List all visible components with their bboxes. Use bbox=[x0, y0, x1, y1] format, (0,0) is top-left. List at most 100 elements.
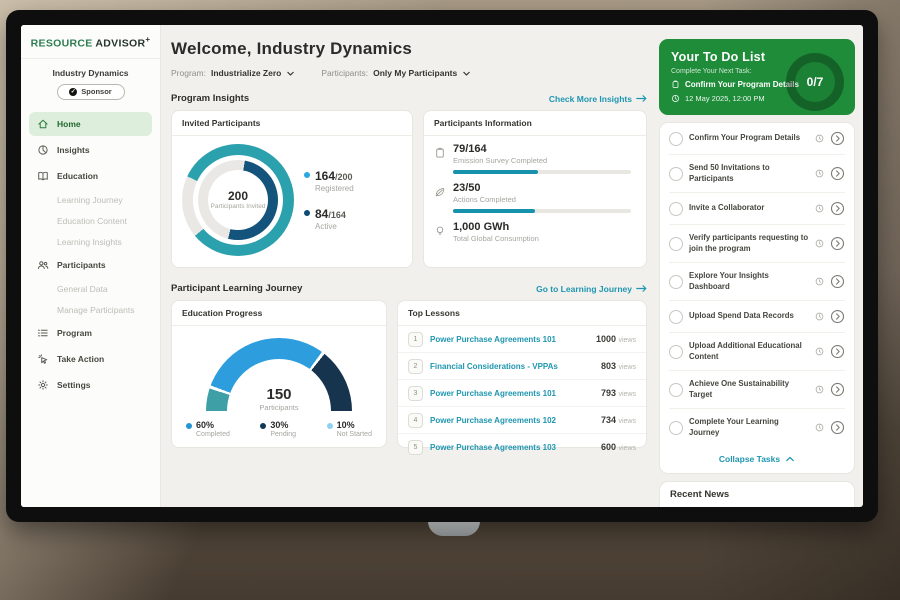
task-checkbox[interactable] bbox=[669, 237, 683, 251]
task-row-upload-spend-data: Upload Spend Data Records bbox=[669, 301, 845, 333]
stat-label: Total Global Consumption bbox=[453, 234, 634, 243]
info-icon[interactable] bbox=[815, 423, 824, 432]
account-name: Industry Dynamics bbox=[21, 68, 160, 78]
task-label: Complete Your Learning Journey bbox=[689, 417, 809, 438]
stat-global-consumption: 1,000 GWh Total Global Consumption bbox=[434, 221, 634, 243]
task-checkbox[interactable] bbox=[669, 132, 683, 146]
task-open-button[interactable] bbox=[830, 201, 845, 216]
todo-column: Your To Do List Complete Your Next Task:… bbox=[657, 25, 863, 507]
stat-emission-survey: 79/164 Emission Survey Completed bbox=[434, 143, 634, 174]
task-checkbox[interactable] bbox=[669, 167, 683, 181]
task-open-button[interactable] bbox=[830, 420, 845, 435]
lesson-link[interactable]: Financial Considerations - VPPAs bbox=[430, 362, 594, 371]
task-open-button[interactable] bbox=[830, 131, 845, 146]
sidebar-item-general-data[interactable]: General Data bbox=[29, 279, 152, 300]
sidebar-item-label: Manage Participants bbox=[57, 305, 135, 315]
sidebar-item-label: Participants bbox=[57, 260, 106, 270]
sidebar-item-label: Education bbox=[57, 171, 98, 181]
views-suffix: views bbox=[618, 337, 636, 344]
lesson-row: 4 Power Purchase Agreements 102 734 view… bbox=[398, 407, 646, 434]
lesson-row: 2 Financial Considerations - VPPAs 803 v… bbox=[398, 353, 646, 380]
program-filter-dropdown[interactable]: Program: Industrialize Zero bbox=[171, 68, 295, 78]
task-label: Send 50 Invitations to Participants bbox=[689, 163, 809, 184]
legend-item-registered: 164/200 Registered bbox=[304, 169, 354, 193]
lesson-rank: 3 bbox=[408, 386, 423, 401]
chevron-up-icon bbox=[785, 455, 795, 463]
sidebar-item-home[interactable]: Home bbox=[29, 112, 152, 136]
task-checkbox[interactable] bbox=[669, 383, 683, 397]
lesson-rank: 5 bbox=[408, 440, 423, 455]
task-checkbox[interactable] bbox=[669, 275, 683, 289]
task-open-button[interactable] bbox=[830, 309, 845, 324]
collapse-tasks-button[interactable]: Collapse Tasks bbox=[669, 446, 845, 473]
task-checkbox[interactable] bbox=[669, 202, 683, 216]
participants-filter-dropdown[interactable]: Participants: Only My Participants bbox=[321, 68, 471, 78]
task-open-button[interactable] bbox=[830, 236, 845, 251]
clock-icon bbox=[671, 94, 680, 103]
sidebar-item-take-action[interactable]: Take Action bbox=[29, 347, 152, 371]
task-open-button[interactable] bbox=[830, 344, 845, 359]
top-lessons-card: Top Lessons 1 Power Purchase Agreements … bbox=[397, 300, 647, 448]
task-row-confirm-program: Confirm Your Program Details bbox=[669, 123, 845, 155]
page-title: Welcome, Industry Dynamics bbox=[171, 39, 647, 59]
education-progress-gauge-chart: 150 Participants bbox=[206, 338, 352, 412]
invited-participants-donut-chart: 200 Participants Invited bbox=[182, 144, 294, 256]
sidebar-item-education[interactable]: Education bbox=[29, 164, 152, 188]
sidebar-item-manage-participants[interactable]: Manage Participants bbox=[29, 300, 152, 321]
sidebar-item-label: General Data bbox=[57, 284, 108, 294]
legend-dot bbox=[304, 210, 310, 216]
task-row-verify-participants: Verify participants requesting to join t… bbox=[669, 225, 845, 263]
legend-item-pending: 30% Pending bbox=[260, 420, 296, 438]
info-icon[interactable] bbox=[815, 277, 824, 286]
info-icon[interactable] bbox=[815, 169, 824, 178]
app-window: RESOURCE ADVISOR+ Industry Dynamics ✓ Sp… bbox=[21, 25, 863, 507]
lesson-rank: 1 bbox=[408, 332, 423, 347]
task-open-button[interactable] bbox=[830, 166, 845, 181]
lesson-link[interactable]: Power Purchase Agreements 102 bbox=[430, 416, 594, 425]
task-checkbox[interactable] bbox=[669, 345, 683, 359]
task-checkbox[interactable] bbox=[669, 310, 683, 324]
gauge-center: 150 Participants bbox=[206, 386, 352, 412]
sidebar-item-learning-journey[interactable]: Learning Journey bbox=[29, 190, 152, 211]
legend-item-not-started: 10% Not Started bbox=[327, 420, 372, 438]
info-icon[interactable] bbox=[815, 239, 824, 248]
sponsor-icon: ✓ bbox=[69, 88, 77, 96]
task-open-button[interactable] bbox=[830, 274, 845, 289]
progress-track bbox=[453, 209, 631, 213]
sidebar-item-participants[interactable]: Participants bbox=[29, 253, 152, 277]
sidebar-item-learning-insights[interactable]: Learning Insights bbox=[29, 232, 152, 253]
info-icon[interactable] bbox=[815, 385, 824, 394]
stat-value: 79/164 bbox=[453, 143, 634, 155]
legend-value: 30% bbox=[270, 420, 296, 430]
lesson-link[interactable]: Power Purchase Agreements 101 bbox=[430, 335, 589, 344]
task-checkbox[interactable] bbox=[669, 421, 683, 435]
info-icon[interactable] bbox=[815, 312, 824, 321]
lesson-link[interactable]: Power Purchase Agreements 101 bbox=[430, 389, 594, 398]
invited-participants-card: Invited Participants 200 Participants In… bbox=[171, 110, 413, 268]
sponsor-badge[interactable]: ✓ Sponsor bbox=[57, 84, 125, 100]
info-icon[interactable] bbox=[815, 134, 824, 143]
legend-label: Not Started bbox=[337, 431, 372, 438]
legend-label: Completed bbox=[196, 431, 230, 438]
link-label: Check More Insights bbox=[549, 94, 632, 104]
info-icon[interactable] bbox=[815, 347, 824, 356]
check-more-insights-link[interactable]: Check More Insights bbox=[549, 94, 647, 104]
sidebar-nav: Home Insights Education Learning Journey… bbox=[21, 108, 160, 397]
task-label: Upload Spend Data Records bbox=[689, 311, 809, 322]
card-title: Education Progress bbox=[182, 308, 262, 318]
section-title-learning-journey: Participant Learning Journey bbox=[171, 283, 302, 294]
sidebar-item-insights[interactable]: Insights bbox=[29, 138, 152, 162]
lesson-link[interactable]: Power Purchase Agreements 103 bbox=[430, 443, 594, 452]
lesson-rank: 2 bbox=[408, 359, 423, 374]
sidebar-item-program[interactable]: Program bbox=[29, 321, 152, 345]
go-to-learning-journey-link[interactable]: Go to Learning Journey bbox=[536, 284, 647, 294]
task-open-button[interactable] bbox=[830, 382, 845, 397]
participants-filter-value: Only My Participants bbox=[373, 68, 457, 78]
lesson-views: 803 bbox=[601, 361, 616, 371]
sidebar-item-settings[interactable]: Settings bbox=[29, 373, 152, 397]
donut-center-value: 200 bbox=[228, 189, 248, 203]
sidebar-item-education-content[interactable]: Education Content bbox=[29, 211, 152, 232]
task-row-invite-collaborator: Invite a Collaborator bbox=[669, 193, 845, 225]
info-icon[interactable] bbox=[815, 204, 824, 213]
task-label: Invite a Collaborator bbox=[689, 203, 809, 214]
